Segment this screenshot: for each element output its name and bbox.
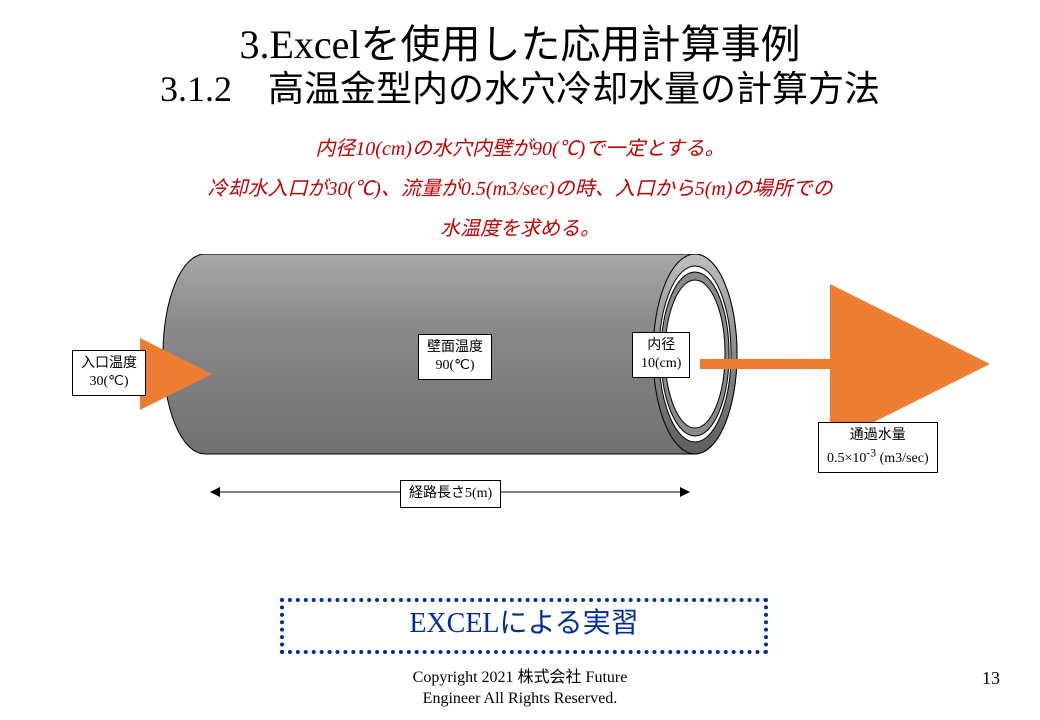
wall-temp-line2: 90(℃) <box>435 358 474 373</box>
path-length-text: 経路長さ5(m) <box>409 486 492 501</box>
inlet-temp-line1: 入口温度 <box>81 356 137 371</box>
pipe-svg <box>0 254 1040 554</box>
slide-page: 3.Excelを使用した応用計算事例 3.1.2 高温金型内の水穴冷却水量の計算… <box>0 0 1040 720</box>
wall-temp-label: 壁面温度 90(℃) <box>418 334 492 380</box>
title-line2: 3.1.2 高温金型内の水穴冷却水量の計算方法 <box>0 60 1040 112</box>
wall-temp-line1: 壁面温度 <box>427 340 483 355</box>
inner-dia-label: 内径 10(cm) <box>632 332 690 378</box>
description-line2: 冷却水入口が30(℃)、流量が0.5(m3/sec)の時、入口から5(m)の場所… <box>0 172 1040 201</box>
description-line3: 水温度を求める。 <box>0 212 1040 241</box>
flow-rate-line1: 通過水量 <box>850 428 906 443</box>
page-number: 13 <box>982 668 1000 689</box>
inner-dia-line1: 内径 <box>647 338 675 353</box>
pipe-diagram: 入口温度 30(℃) 壁面温度 90(℃) 内径 10(cm) 通過水量 0.5… <box>0 254 1040 554</box>
path-length-label: 経路長さ5(m) <box>400 480 501 508</box>
inlet-temp-label: 入口温度 30(℃) <box>72 350 146 396</box>
footer: Copyright 2021 株式会社 Future Engineer All … <box>0 668 1040 710</box>
inner-dia-line2: 10(cm) <box>641 356 681 371</box>
inlet-temp-line2: 30(℃) <box>89 374 128 389</box>
footer-line2: Engineer All Rights Reserved. <box>423 690 618 707</box>
description-line1: 内径10(cm)の水穴内壁が90(℃)で一定とする。 <box>0 132 1040 161</box>
flow-rate-line2: 0.5×10-3 (m3/sec) <box>827 451 929 466</box>
footer-line1: Copyright 2021 株式会社 Future <box>413 669 628 686</box>
excel-practice-box: EXCELによる実習 <box>280 598 768 654</box>
flow-rate-label: 通過水量 0.5×10-3 (m3/sec) <box>818 422 938 473</box>
